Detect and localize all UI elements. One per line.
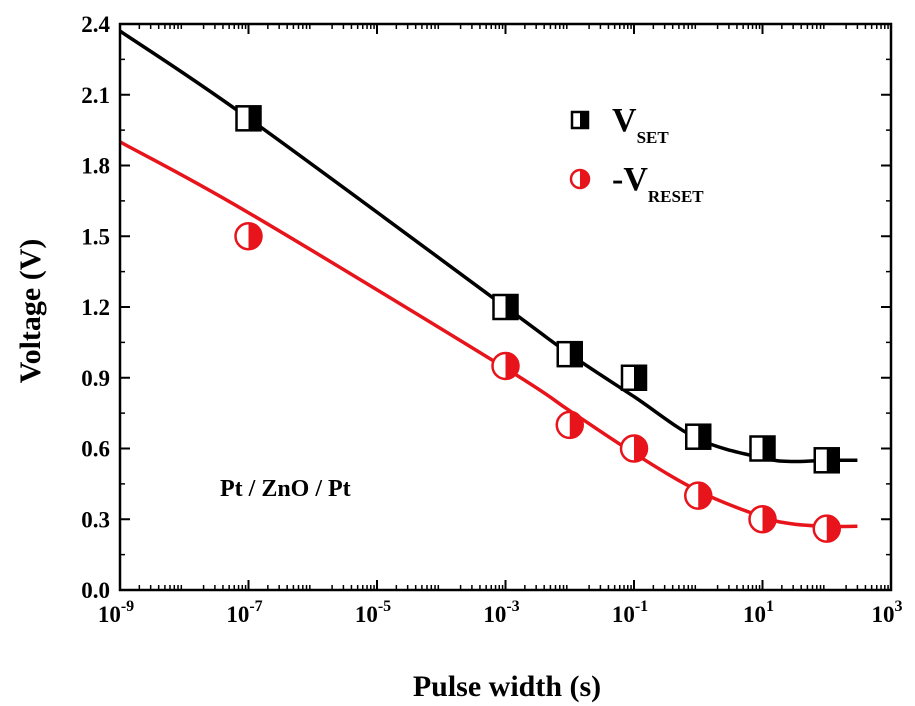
y-tick-label: 1.5 [81,224,110,249]
data-point-series-0 [813,447,840,474]
y-tick-label: 1.8 [81,154,110,179]
data-point-series-1 [619,434,649,463]
fit-line-series-0 [119,29,858,464]
data-point-series-0 [235,105,262,132]
y-tick-label: 0.9 [81,366,110,391]
x-tick-exponent: -3 [506,598,519,615]
x-tick-exponent: -7 [249,598,262,615]
x-tick-exponent: -5 [378,598,391,615]
x-tick-exponent: 1 [766,598,774,615]
x-tick-label: 10-5 [355,598,391,627]
x-tick-base: 10 [872,602,895,627]
data-point-series-1 [748,505,777,534]
x-tick-base: 10 [98,602,121,627]
legend-label-sub: RESET [648,187,704,206]
data-point-series-1 [234,222,263,251]
data-markers [234,105,841,543]
fit-line-series-1 [119,140,858,529]
data-point-series-0 [620,364,648,391]
x-tick-base: 10 [612,602,635,627]
legend-label-series-0: VSET [612,102,669,147]
data-point-series-0 [749,435,776,462]
x-tick-base: 10 [226,602,249,627]
legend-symbol-series-0 [570,110,590,130]
x-tick-exponent: -9 [121,598,134,615]
x-tick-base: 10 [355,602,378,627]
y-tick-label: 0.3 [81,507,110,532]
fit-lines [119,29,858,529]
x-tick-exponent: 3 [895,598,903,615]
x-tick-label: 10-7 [226,598,262,627]
legend-label-sub: SET [637,128,670,147]
x-tick-base: 10 [743,602,766,627]
legend-symbol-series-1 [569,168,591,190]
x-tick-label: 10-1 [612,598,648,627]
data-point-series-1 [491,351,520,381]
legend-label-series-1: -VRESET [612,161,704,206]
x-tick-base: 10 [483,602,506,627]
data-point-series-1 [555,410,584,440]
data-point-series-0 [492,293,519,321]
legend: VSET -VRESET [569,102,704,206]
legend-label-main: V [612,102,637,139]
annotation-label: Pt / ZnO / Pt [220,476,351,502]
y-axis-title: Voltage (V) [14,239,47,384]
y-tick-label: 2.1 [81,83,110,108]
tick-labels: 10-9 10-7 10-5 10-3 10-1 101 1030.00.30.60.91.… [81,12,902,627]
y-tick-label: 1.2 [81,295,110,320]
data-point-series-0 [556,340,583,368]
x-tick-label: 10-9 [98,598,134,627]
x-tick-label: 103 [872,598,903,627]
axes [118,22,893,592]
legend-label-main: -V [612,161,648,198]
y-tick-label: 0.0 [81,578,110,603]
y-tick-label: 0.6 [81,437,110,462]
y-tick-label: 2.4 [81,12,110,37]
data-point-series-0 [685,423,712,450]
x-axis-title: Pulse width (s) [413,670,601,703]
data-point-series-1 [812,514,841,543]
x-tick-exponent: -1 [635,598,648,615]
x-tick-label: 101 [743,598,774,627]
x-tick-label: 10-3 [483,598,519,627]
data-point-series-1 [684,481,713,510]
